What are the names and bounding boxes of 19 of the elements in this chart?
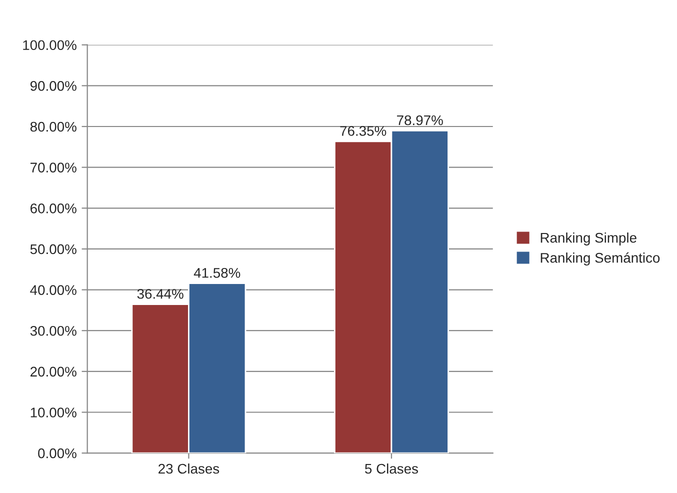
y-tick-label: 20.00% <box>30 366 76 377</box>
y-tick-label: 30.00% <box>30 326 76 336</box>
y-tick-label: 50.00% <box>30 244 76 254</box>
y-tick-label: 10.00% <box>30 408 76 418</box>
data-label: 78.97% <box>397 115 443 126</box>
y-tick-label: 90.00% <box>30 81 76 91</box>
legend-label: Ranking Simple <box>540 232 636 246</box>
y-tick-label: 40.00% <box>30 285 76 295</box>
y-tick-label: 0.00% <box>38 448 76 458</box>
data-label: 36.44% <box>137 288 184 299</box>
legend-label: Ranking Semántico <box>540 252 660 266</box>
x-tick-label: 5 Clases <box>365 463 418 474</box>
data-label: 41.58% <box>194 268 240 278</box>
x-tick-label: 23 Clases <box>158 463 220 474</box>
y-tick-label: 100.00% <box>23 40 76 50</box>
data-label: 76.35% <box>340 126 386 136</box>
y-tick-label: 60.00% <box>30 203 76 214</box>
y-tick-label: 80.00% <box>30 122 76 132</box>
y-tick-label: 70.00% <box>30 162 76 172</box>
